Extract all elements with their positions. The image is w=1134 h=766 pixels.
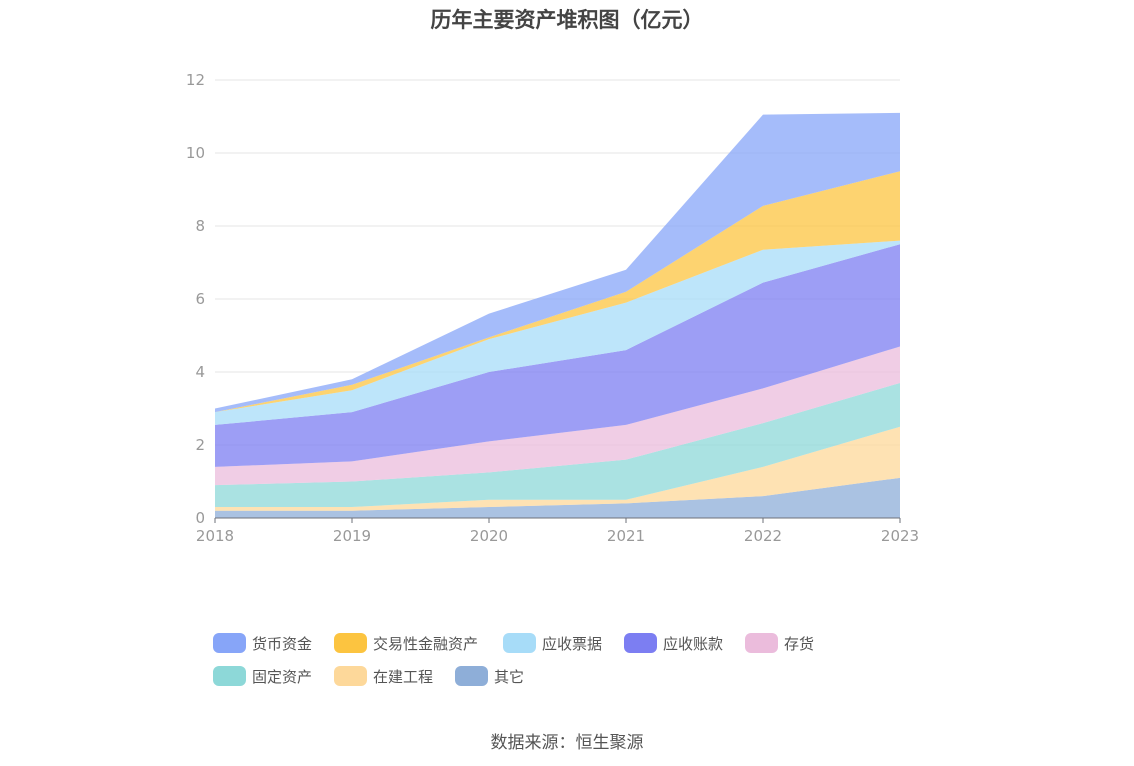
area-series xyxy=(215,112,900,518)
area-在建工程[interactable] xyxy=(215,426,900,511)
chart-title: 历年主要资产堆积图（亿元） xyxy=(430,8,704,32)
legend-label: 交易性金融资产 xyxy=(373,635,478,653)
y-tick-label: 8 xyxy=(195,217,205,235)
y-tick-label: 4 xyxy=(195,363,205,381)
y-tick-label: 0 xyxy=(195,509,205,527)
y-tick-label: 12 xyxy=(186,71,205,89)
data-source-note: 数据来源：恒生聚源 xyxy=(490,733,644,753)
legend-item-货币资金[interactable]: 货币资金 xyxy=(213,633,312,653)
legend-label: 应收票据 xyxy=(542,635,602,653)
legend-item-应收账款[interactable]: 应收账款 xyxy=(624,633,723,653)
legend-swatch xyxy=(745,633,778,653)
legend-label: 货币资金 xyxy=(252,635,312,653)
y-tick-label: 6 xyxy=(195,290,205,308)
x-tick-label: 2019 xyxy=(333,527,371,545)
legend-item-应收票据[interactable]: 应收票据 xyxy=(503,633,602,653)
area-其它[interactable] xyxy=(215,477,900,518)
area-存货[interactable] xyxy=(215,346,900,486)
legend-swatch xyxy=(334,666,367,686)
y-tick-label: 10 xyxy=(186,144,205,162)
legend-label: 应收账款 xyxy=(663,635,723,653)
legend-label: 在建工程 xyxy=(373,668,433,686)
legend-label: 固定资产 xyxy=(252,668,312,686)
x-tick-label: 2020 xyxy=(470,527,508,545)
legend-swatch xyxy=(624,633,657,653)
x-tick-label: 2021 xyxy=(607,527,645,545)
legend-item-固定资产[interactable]: 固定资产 xyxy=(213,666,312,686)
legend-item-其它[interactable]: 其它 xyxy=(455,666,524,686)
legend-swatch xyxy=(213,633,246,653)
area-货币资金[interactable] xyxy=(215,112,900,413)
axes: 0 2 4 6 8 10 12 2018 2019 2020 2021 2022 2023 xyxy=(186,71,919,545)
y-tick-label: 2 xyxy=(195,436,205,454)
area-固定资产[interactable] xyxy=(215,382,900,508)
area-应收票据[interactable] xyxy=(215,240,900,425)
legend-swatch xyxy=(213,666,246,686)
legend-swatch xyxy=(334,633,367,653)
legend-label: 其它 xyxy=(494,668,524,686)
legend-item-交易性金融资产[interactable]: 交易性金融资产 xyxy=(334,633,478,653)
area-应收账款[interactable] xyxy=(215,244,900,467)
legend-swatch xyxy=(503,633,536,653)
legend-item-存货[interactable]: 存货 xyxy=(745,633,814,653)
legend-label: 存货 xyxy=(784,635,814,653)
legend-item-在建工程[interactable]: 在建工程 xyxy=(334,666,433,686)
area-交易性金融资产[interactable] xyxy=(215,171,900,413)
x-tick-label: 2023 xyxy=(881,527,919,545)
legend-swatch xyxy=(455,666,488,686)
x-tick-label: 2018 xyxy=(196,527,234,545)
x-tick-label: 2022 xyxy=(744,527,782,545)
